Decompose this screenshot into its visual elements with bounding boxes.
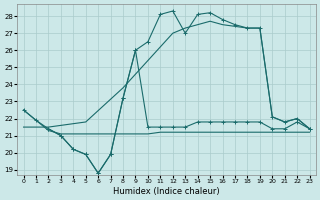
X-axis label: Humidex (Indice chaleur): Humidex (Indice chaleur) — [113, 187, 220, 196]
